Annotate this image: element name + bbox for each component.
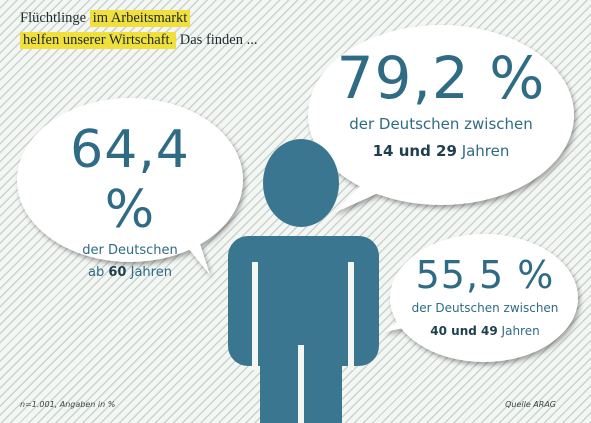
headline-line-2: helfen unserer Wirtschaft. Das finden ..… [20,29,257,51]
stat-label-line-1: der Deutschen zwischen [349,115,533,133]
stat-label-age-range: 40 und 49 [430,324,498,338]
headline-part-4: Das finden ... [179,32,258,48]
speech-bubble-left [17,98,243,275]
stat-label-suffix: Jahren [130,265,172,280]
headline: Flüchtlinge im Arbeitsmarkt helfen unser… [20,7,257,51]
person-icon [228,139,379,423]
stat-label-suffix: Jahren [461,142,510,160]
stat-40-49: 55,5 % der Deutschen zwischen 40 und 49 … [395,253,575,343]
stat-label-suffix: Jahren [501,324,540,338]
person-arm-gaps [252,262,354,423]
stat-value: 79,2 % [336,44,546,112]
stat-14-29: 79,2 % der Deutschen zwischen 14 und 29 … [310,45,572,165]
stat-value: 64,4 % [70,120,190,240]
stat-label-line-2: 14 und 29 Jahren [310,138,572,165]
headline-highlight-2: helfen unserer Wirtschaft. [20,32,177,49]
stat-label-line-2: 40 und 49 Jahren [395,320,575,343]
headline-line-1: Flüchtlinge im Arbeitsmarkt [20,7,257,29]
stat-label-age-range: 14 und 29 [372,142,457,160]
speech-bubble-bottom-right [384,234,578,362]
footnote: n=1.001, Angaben in % [20,400,116,409]
stat-label-age: 60 [108,265,127,280]
stat-value: 55,5 % [415,253,555,297]
stat-label-line-2: ab 60 Jahren [40,262,220,284]
stat-60-plus: 64,4 % der Deutschen ab 60 Jahren [40,120,220,284]
stat-label-prefix: ab [88,265,105,280]
stat-label-line-1: der Deutschen zwischen [411,301,559,315]
headline-part-1: Flüchtlinge [20,10,87,26]
source-credit: Quelle ARAG [505,400,556,409]
stat-label-line-1: der Deutschen [82,243,178,258]
headline-highlight-1: im Arbeitsmarkt [89,10,191,27]
speech-bubble-top-right [308,25,574,213]
